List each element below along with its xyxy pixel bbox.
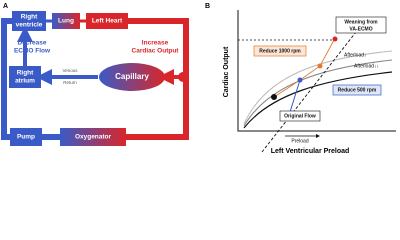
- label: Original Flow: [284, 113, 316, 119]
- figure: A Right ventricle Lung Left Heart Decrea…: [1, 3, 396, 155]
- point: [271, 94, 277, 100]
- panel-a: A Right ventricle Lung Left Heart Decrea…: [1, 3, 189, 146]
- capillary: [99, 63, 165, 91]
- label: Left Heart: [92, 18, 123, 25]
- label: Afterload↓↓: [354, 63, 379, 69]
- callout: [279, 110, 321, 122]
- label: Weaning from: [344, 19, 378, 25]
- label: Capillary: [115, 72, 149, 81]
- label: atrium: [15, 78, 35, 85]
- point: [332, 36, 338, 42]
- label: Lung: [58, 18, 74, 25]
- curve: [243, 71, 393, 129]
- label: Reduce 1000 rpm: [259, 48, 301, 54]
- label: Venous: [62, 68, 78, 73]
- panel-label: B: [205, 3, 210, 10]
- label: Afterload↓: [344, 52, 367, 58]
- label: Oxygenator: [75, 134, 112, 141]
- label: Decrease: [18, 40, 47, 47]
- label: Increase: [142, 40, 169, 47]
- label: Cardiac Output: [132, 48, 180, 55]
- callout: [332, 84, 382, 96]
- box: [52, 13, 80, 29]
- arrow: [289, 78, 302, 113]
- label: Pump: [17, 134, 35, 141]
- x-axis-label: Left Ventricular Preload: [271, 148, 350, 155]
- box: [9, 66, 41, 88]
- box: [10, 128, 42, 146]
- callout: [335, 16, 387, 34]
- box: [86, 13, 128, 29]
- y-axis-label: Cardiac Output: [223, 46, 230, 97]
- label: Reduce 500 rpm: [338, 87, 377, 93]
- panel-b: B Cardiac Output Left Ventricular Preloa…: [205, 3, 396, 155]
- label: Return: [63, 80, 77, 85]
- box: [12, 11, 46, 31]
- point: [317, 63, 323, 69]
- label: Right: [17, 70, 34, 77]
- label: VA-ECMO: [349, 26, 372, 32]
- label: ECMO Flow: [14, 48, 51, 55]
- callout: [253, 45, 307, 57]
- axes: [237, 10, 396, 132]
- label: Right: [21, 14, 38, 21]
- preload-line: [261, 31, 357, 153]
- box: [60, 128, 126, 146]
- junction: [178, 72, 188, 82]
- label: ventricle: [16, 22, 43, 29]
- label: Preload: [291, 138, 308, 144]
- panel-label: A: [3, 3, 8, 10]
- point: [297, 77, 303, 83]
- blue-pipe: [1, 18, 12, 140]
- curve: [243, 50, 393, 125]
